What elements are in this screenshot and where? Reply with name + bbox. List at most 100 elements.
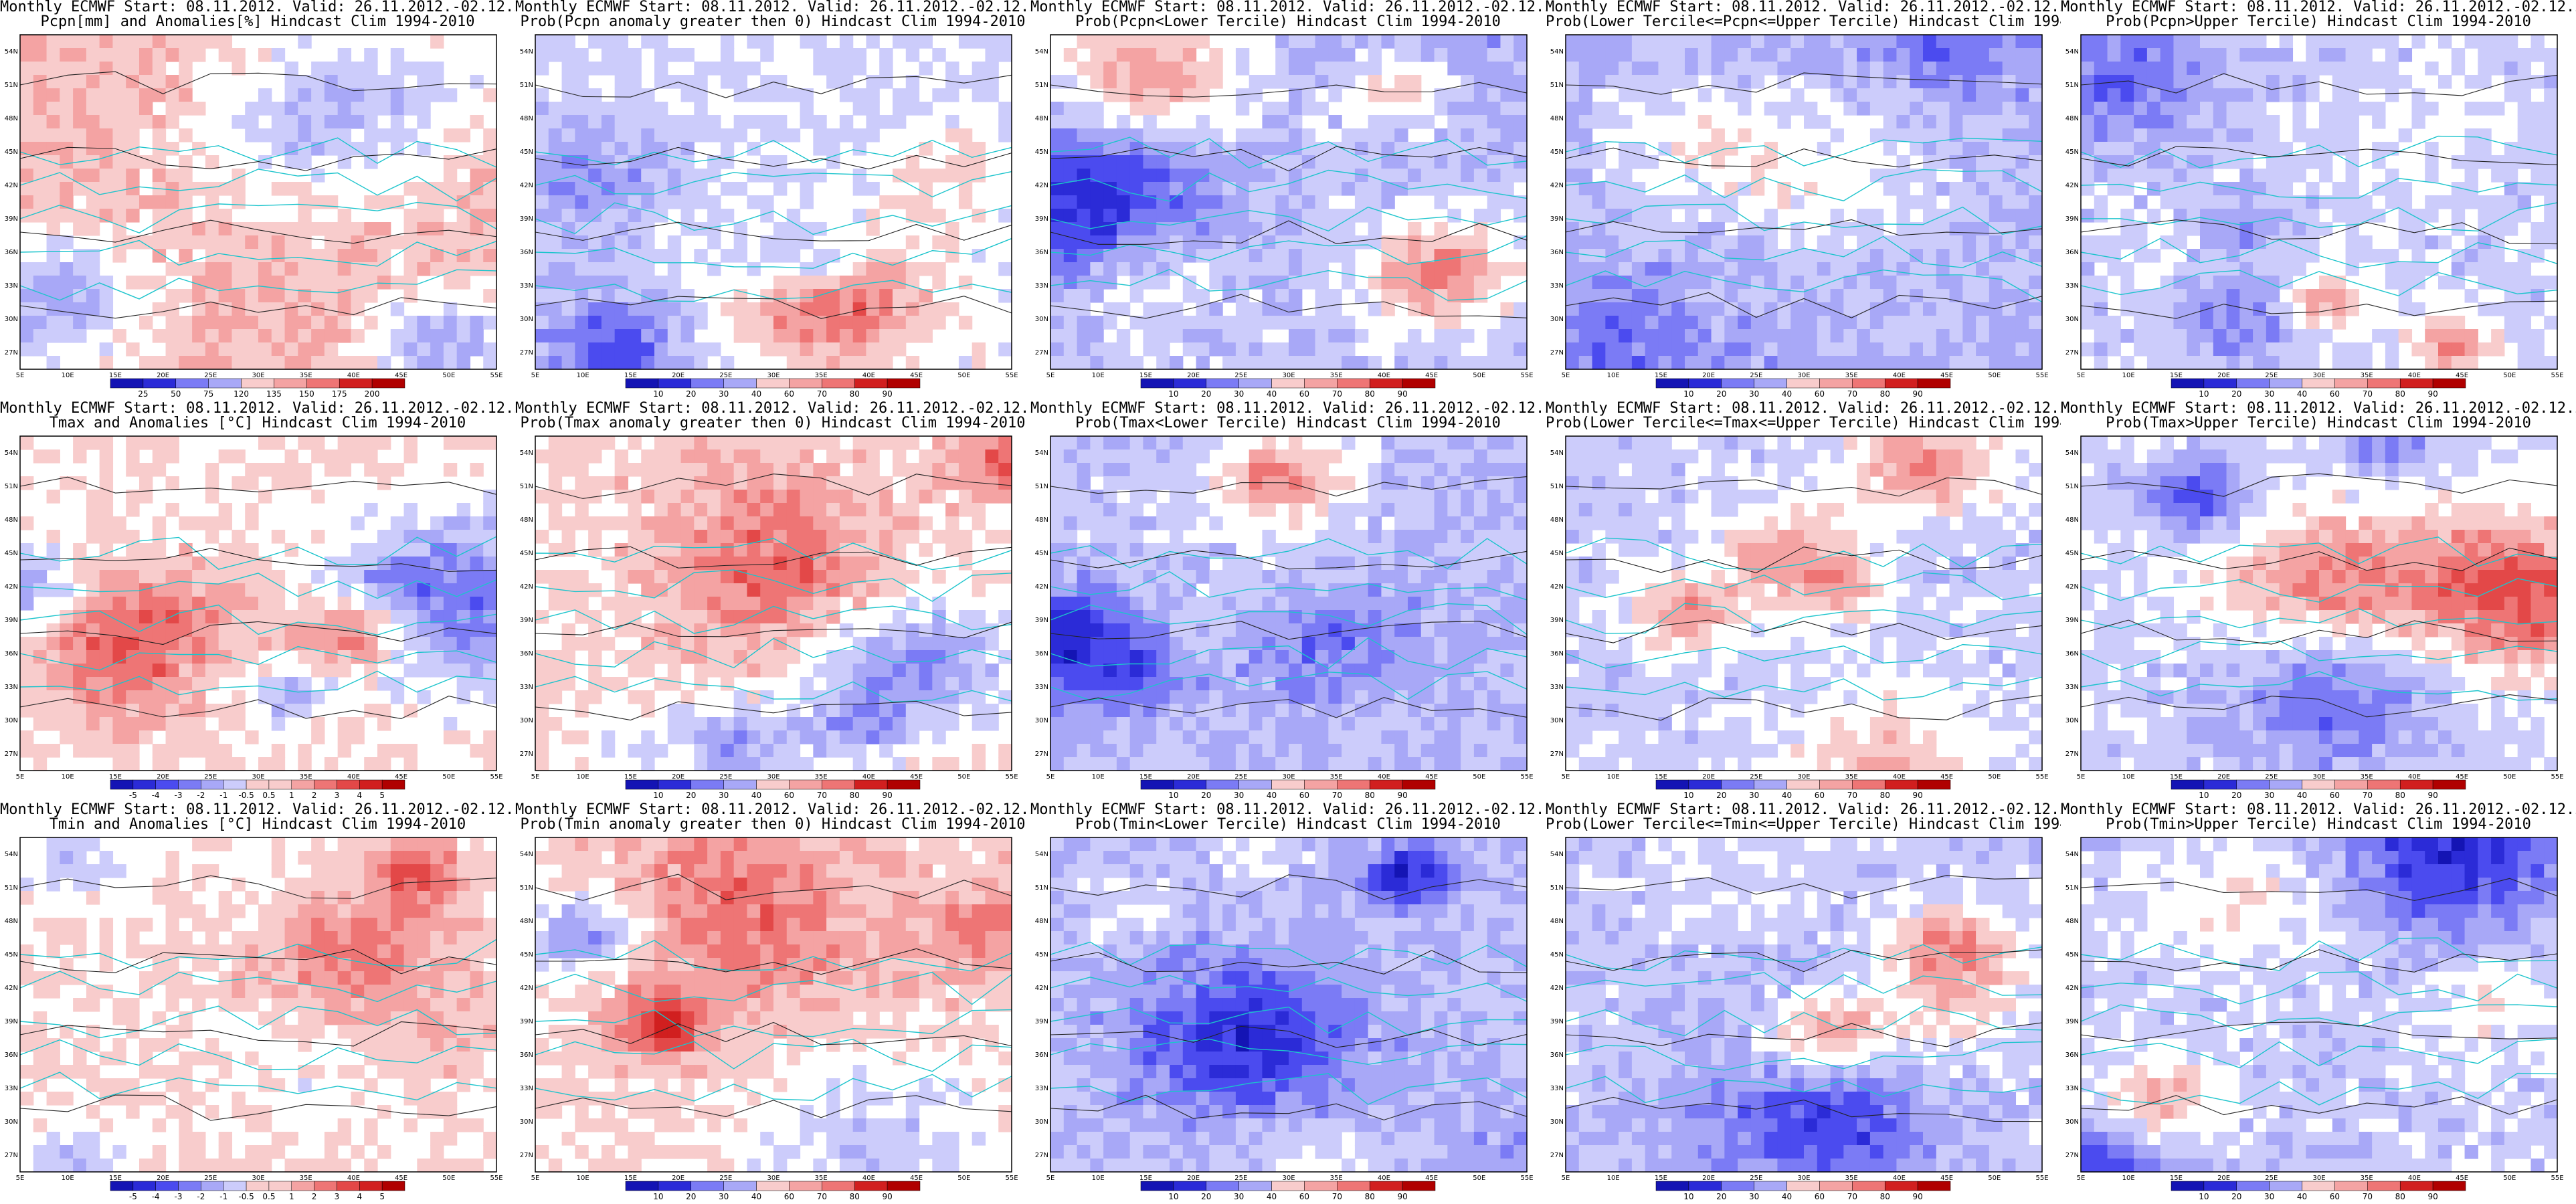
field-cell [456,342,471,357]
field-cell [733,182,748,196]
field-cell [1578,289,1593,303]
field-cell [2292,222,2306,236]
field-cell [2226,209,2240,223]
field-cell [470,195,484,209]
coastline [19,169,497,202]
field-cell [575,436,589,450]
field-cell [2213,302,2227,316]
field-cell [1658,289,1672,303]
field-cell [245,583,259,597]
field-cell [1381,115,1395,129]
field-cell [2029,249,2043,263]
field-cell [73,436,87,450]
coastline [19,137,497,168]
field-cell [548,436,563,450]
field-cell [826,316,840,330]
field-cell [417,262,431,276]
field-cell [1658,102,1672,116]
field-cell [179,664,193,678]
field-cell [958,664,973,678]
field-cell [1275,102,1289,116]
field-cell [747,115,761,129]
field-cell [2345,88,2359,102]
field-cell [654,182,668,196]
field-cell [2438,195,2452,209]
field-cell [192,704,206,718]
field-cell [588,583,602,597]
field-cell [99,302,114,316]
field-cell [1381,35,1395,49]
field-cell [1817,62,1831,76]
field-cell [324,557,339,571]
field-cell [1381,142,1395,156]
field-cell [800,195,814,209]
field-cell [2002,329,2017,343]
field-cell [2200,75,2214,89]
field-cell [139,570,153,584]
field-cell [1434,316,1448,330]
field-cell [403,249,418,263]
field-cell [1235,249,1250,263]
field-cell [826,476,840,490]
field-cell [1830,289,1844,303]
contour-line [19,219,497,244]
field-cell [2081,128,2095,142]
field-cell [218,209,233,223]
field-cell [112,744,126,758]
field-cell [2398,128,2413,142]
field-cell [588,115,602,129]
field-cell [2173,329,2187,343]
lon-tick-label: 25E [1234,372,1247,379]
lat-tick-label: 39N [2065,215,2079,223]
field-cell [1461,62,1475,76]
field-cell [2266,115,2280,129]
field-cell [561,195,575,209]
field-cell [1301,195,1316,209]
field-cell [2029,142,2043,156]
field-cell [99,610,114,624]
field-cell [232,182,246,196]
field-cell [165,690,179,704]
lat-tick-label: 33N [2065,282,2079,290]
panel-title-line2: Prob(Pcpn<Lower Tercile) Hindcast Clim 1… [1075,13,1501,30]
field-cell [2491,102,2505,116]
field-cell [1235,222,1250,236]
field-cell [1910,88,1924,102]
field-cell [1936,128,1950,142]
field-cell [694,182,708,196]
field-cell [654,102,668,116]
field-cell [99,690,114,704]
colorbar-label: -5 [129,791,137,800]
field-cell [2372,249,2386,263]
field-cell [1116,329,1131,343]
field-cell [1910,62,1924,76]
field-cell [1777,262,1791,276]
field-cell [839,744,854,758]
field-cell [773,557,788,571]
field-cell [1936,302,1950,316]
field-cell [1170,128,1184,142]
field-cell [1328,75,1342,89]
field-cell [893,115,907,129]
field-cell [2134,62,2148,76]
field-cell [2332,182,2347,196]
field-cell [1697,235,1712,249]
field-cell [561,329,575,343]
field-cell [800,690,814,704]
field-cell [893,730,907,744]
field-cell [1685,249,1699,263]
field-cell [443,516,458,530]
field-cell [879,316,893,330]
colorbar-segment [2171,378,2205,389]
field-cell [945,249,959,263]
field-cell [1896,235,1910,249]
map-frame [1565,34,2043,370]
contour-line [2080,219,2558,245]
field-cell [919,195,933,209]
field-cell [641,543,655,557]
lat-tick-label: 42N [5,182,18,189]
field-cell [1658,235,1672,249]
field-cell [747,530,761,544]
field-cell [443,316,458,330]
field-cell [1592,75,1606,89]
